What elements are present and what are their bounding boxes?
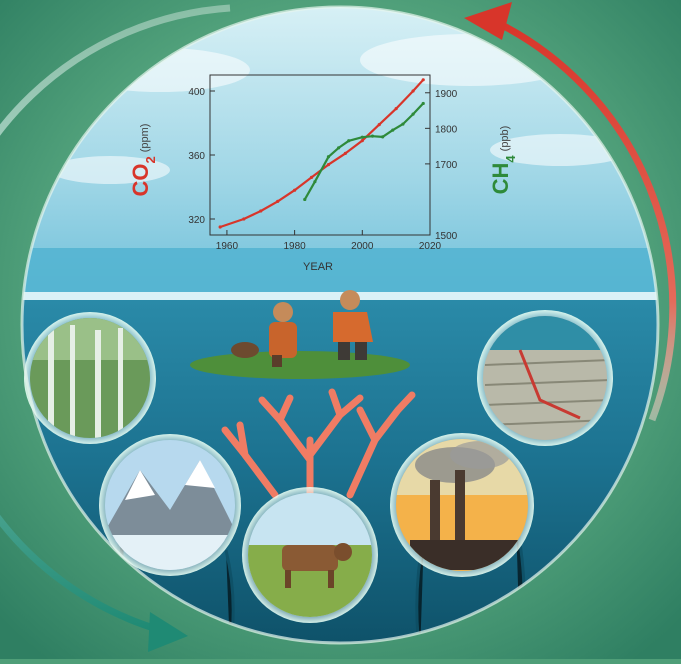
ch4-data-point [326,155,331,159]
ch4-data-point [313,180,317,184]
main-circle-rim [20,5,660,645]
factory-icon [390,433,534,577]
cow-icon [242,487,378,623]
ch4-axis-label: CH4 (ppb) [488,126,518,195]
co2-data-point [343,151,347,155]
left-tick-label: 360 [188,151,205,162]
ch4-data-point [401,122,405,126]
right-tick-label: 1900 [435,89,458,100]
left-tick-label: 400 [188,87,205,98]
co2-data-point [293,188,297,192]
right-y-axis: 1500 1700 1800 1900 [425,89,458,242]
x-tick-label: 2000 [351,241,374,252]
ch4-series-line [303,102,424,200]
co2-data-point [377,123,381,127]
co2-data-point [394,107,398,111]
x-tick-label: 1960 [216,241,239,252]
ch4-data-point [411,112,415,116]
scientists-icon [190,290,410,379]
co2-data-point [276,199,280,203]
right-tick-label: 1700 [435,160,458,171]
ch4-label-main: CH [488,163,513,195]
co2-data-point [218,225,222,229]
ch4-data-point [337,146,341,150]
svg-text:CH4(ppb): CH4 (ppb) [488,126,518,195]
x-tick-label: 2020 [419,241,442,252]
x-tick-label: 1980 [283,241,306,252]
glacier-icon [99,434,241,576]
ch4-data-point [381,135,385,139]
co2-data-point [259,209,263,213]
chart-series [218,78,425,229]
x-axis-label: YEAR [303,261,333,273]
ch4-data-point [421,101,425,106]
co2-data-point [309,175,314,179]
co2-label-unit: (ppm) [139,124,151,153]
wave-crest [22,292,658,302]
ch4-label-sub: 4 [503,155,518,163]
co2-data-point [421,78,425,82]
grass-islet [190,351,410,379]
co2-axis-label: CO2 (ppm) [128,124,158,197]
left-tick-label: 320 [188,215,205,226]
ch4-data-point [303,197,307,202]
ch4-data-point [347,139,351,143]
co2-data-point [360,139,364,143]
left-y-axis: 320 360 400 [188,87,215,226]
co2-label-main: CO [128,163,153,196]
co2-data-point [326,163,331,167]
right-tick-label: 1800 [435,124,458,135]
co2-data-point [411,89,415,93]
ch4-label-unit: (ppb) [499,126,511,152]
ch4-data-point [391,128,395,132]
curved-arrow-up-icon [464,2,677,422]
right-tick-label: 1500 [435,231,458,242]
coral-icon [221,388,416,504]
svg-text:CO2(ppm): CO2 (ppm) [128,124,158,197]
curved-arrow-down-icon [0,4,231,652]
co2-data-point [242,217,246,221]
ch4-data-point [360,135,364,139]
ch4-data-point [370,134,375,138]
paddy-icon [477,310,613,446]
x-axis: 1960 1980 2000 2020 [216,230,442,252]
co2-ch4-chart: 320 360 400 1500 1700 1800 1900 1960 1980 2000 2… [128,74,518,273]
co2-label-sub: 2 [143,156,158,163]
